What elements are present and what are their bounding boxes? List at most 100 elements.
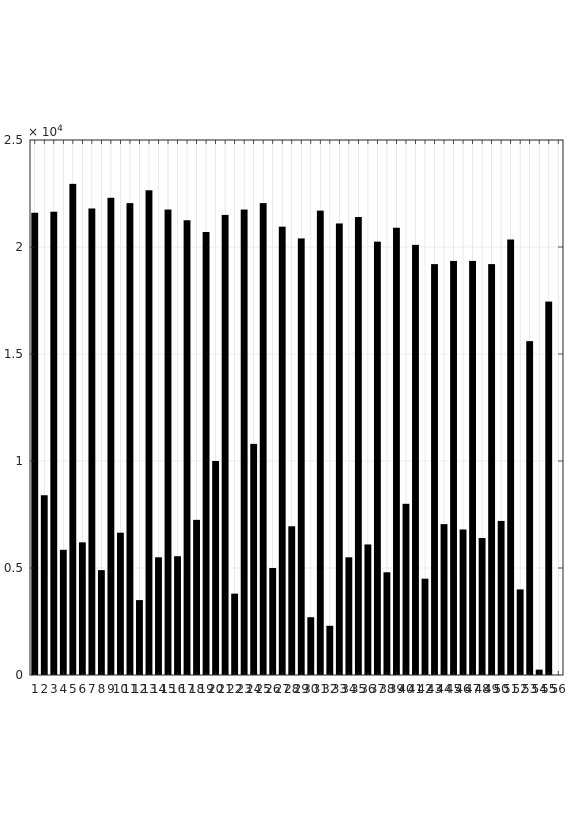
x-tick-label: 23 <box>237 682 252 696</box>
x-tick-label: 12 <box>132 682 147 696</box>
x-tick-label: 50 <box>493 682 508 696</box>
x-tick-label: 44 <box>436 682 451 696</box>
bar <box>97 570 105 675</box>
x-tick-label: 54 <box>532 682 547 696</box>
x-tick-label: 53 <box>522 682 537 696</box>
bar <box>450 260 457 675</box>
bar <box>31 212 39 675</box>
bar <box>145 190 153 676</box>
bar <box>107 197 115 675</box>
x-tick-label: 40 <box>398 682 413 696</box>
bar <box>364 544 372 675</box>
x-tick-label: 42 <box>417 682 432 696</box>
bar <box>193 519 200 675</box>
x-tick-label: 22 <box>227 682 242 696</box>
x-tick-label: 34 <box>341 682 356 696</box>
bar <box>69 183 77 675</box>
bar <box>288 526 296 675</box>
x-tick-label: 49 <box>484 682 499 696</box>
y-tick-label: 2 <box>15 240 23 254</box>
x-tick-label: 1 <box>31 682 39 696</box>
y-tick-label: 1 <box>15 454 23 468</box>
bar <box>126 203 134 675</box>
bar <box>269 568 277 675</box>
y-exponent-label: × 104 <box>28 124 63 139</box>
bar <box>59 549 67 675</box>
bar <box>354 217 362 676</box>
axis-ticks <box>30 139 563 676</box>
bar <box>136 600 143 675</box>
x-tick-label: 6 <box>79 682 87 696</box>
x-tick-label: 25 <box>256 682 271 696</box>
x-tick-label: 19 <box>198 682 213 696</box>
x-tick-label: 24 <box>246 682 261 696</box>
bar <box>307 617 315 675</box>
bar <box>164 209 172 676</box>
bar <box>212 461 220 675</box>
bar <box>459 529 467 675</box>
bar <box>183 220 191 675</box>
x-tick-label: 16 <box>170 682 185 696</box>
bar <box>155 557 162 675</box>
x-tick-label: 27 <box>275 682 290 696</box>
x-tick-label: 51 <box>503 682 518 696</box>
bar <box>78 542 86 675</box>
bar <box>221 214 229 675</box>
x-tick-label: 35 <box>351 682 366 696</box>
bar <box>345 557 353 675</box>
x-tick-labels: 1 2 3 4 5 6 7 8 91011121314151617181920212223242… <box>31 682 566 696</box>
bars <box>31 183 553 676</box>
x-tick-label: 45 <box>446 682 461 696</box>
x-tick-label: 5 <box>69 682 77 696</box>
x-tick-label: 30 <box>303 682 318 696</box>
x-tick-label: 8 <box>98 682 106 696</box>
x-tick-label: 31 <box>313 682 328 696</box>
x-tick-label: 52 <box>513 682 528 696</box>
x-tick-label: 10 <box>113 682 128 696</box>
x-tick-label: 9 <box>107 682 115 696</box>
x-tick-label: 26 <box>265 682 280 696</box>
exponent-power: 4 <box>57 124 63 134</box>
bar <box>402 503 410 675</box>
bar <box>335 223 343 675</box>
x-tick-label: 38 <box>379 682 394 696</box>
exponent-base: × 10 <box>28 125 57 139</box>
bar <box>50 211 58 675</box>
y-tick-label: 0 <box>15 668 23 682</box>
x-tick-label: 15 <box>160 682 175 696</box>
x-tick-label: 28 <box>284 682 299 696</box>
x-tick-label: 4 <box>59 682 67 696</box>
bar <box>278 226 286 676</box>
bar <box>88 208 96 676</box>
bar <box>40 495 48 675</box>
bar <box>116 532 124 675</box>
bar <box>202 232 210 675</box>
x-tick-label: 11 <box>122 682 137 696</box>
bar <box>326 625 334 675</box>
bar <box>373 241 381 675</box>
x-tick-label: 41 <box>408 682 423 696</box>
y-tick-label: 2.5 <box>4 133 23 147</box>
x-tick-label: 32 <box>322 682 337 696</box>
y-tick-labels: 0 0.5 1 1.5 2 2.5 <box>4 133 23 682</box>
y-tick-label: 1.5 <box>4 347 23 361</box>
x-tick-label: 39 <box>389 682 404 696</box>
x-tick-label: 7 <box>88 682 96 696</box>
bar <box>440 524 448 675</box>
x-tick-label: 21 <box>217 682 232 696</box>
bar <box>412 244 419 676</box>
bar <box>250 443 258 675</box>
bar <box>507 239 515 675</box>
plot-frame <box>29 139 564 676</box>
x-tick-label: 3 <box>50 682 58 696</box>
bar <box>259 203 267 675</box>
bar <box>383 572 391 675</box>
x-tick-label: 20 <box>208 682 223 696</box>
bar <box>231 593 239 675</box>
x-tick-label: 46 <box>455 682 470 696</box>
bar <box>393 227 400 676</box>
x-tick-label: 56 <box>551 682 566 696</box>
bar <box>421 578 429 675</box>
